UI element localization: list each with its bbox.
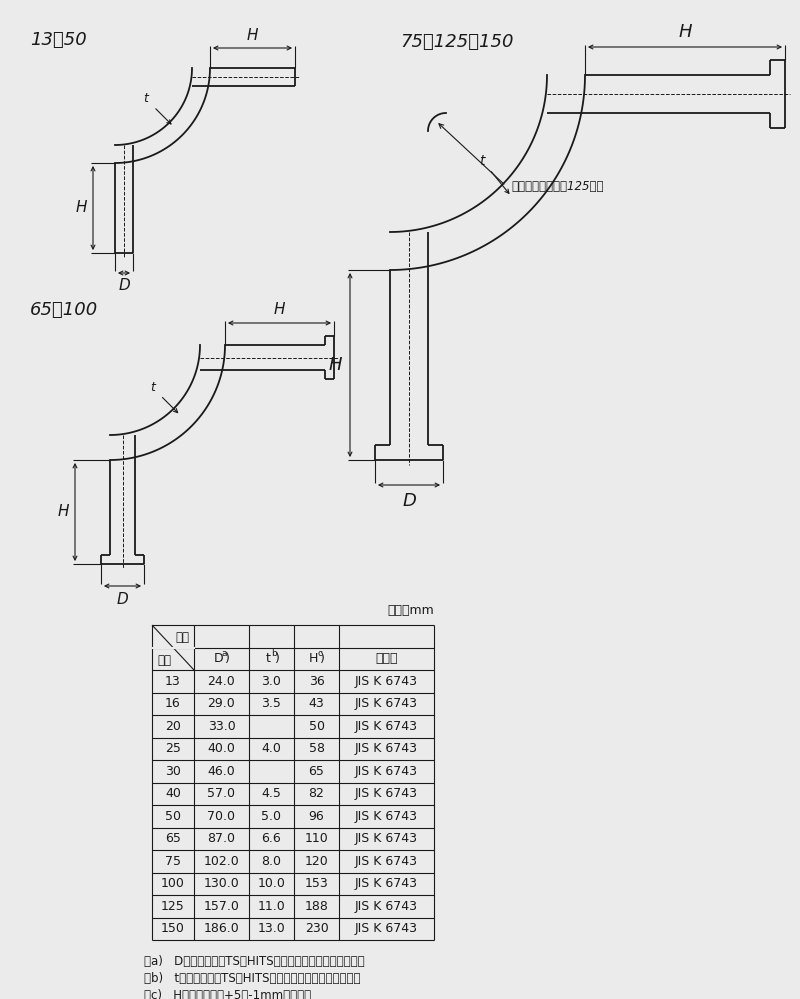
Text: JIS K 6743: JIS K 6743 [355, 900, 418, 913]
Text: JIS K 6743: JIS K 6743 [355, 810, 418, 823]
Text: 46.0: 46.0 [208, 765, 235, 778]
Text: JIS K 6743: JIS K 6743 [355, 877, 418, 890]
Text: 43: 43 [309, 697, 324, 710]
Text: 20: 20 [165, 719, 181, 732]
Text: 50: 50 [165, 810, 181, 823]
Text: 注a)   Dの許容差は、TS・HITS継手受口共通寸法図による。: 注a) Dの許容差は、TS・HITS継手受口共通寸法図による。 [144, 955, 365, 968]
Text: 96: 96 [309, 810, 324, 823]
Text: 110: 110 [305, 832, 328, 845]
Text: 24.0: 24.0 [208, 674, 235, 687]
Text: 13: 13 [165, 674, 181, 687]
Text: JIS K 6743: JIS K 6743 [355, 922, 418, 935]
Text: ): ) [225, 652, 230, 665]
Text: JIS K 6743: JIS K 6743 [355, 832, 418, 845]
Text: D: D [402, 492, 416, 510]
Text: 6.6: 6.6 [262, 832, 282, 845]
Text: 36: 36 [309, 674, 324, 687]
Text: 記号: 記号 [175, 631, 189, 644]
Text: 30: 30 [165, 765, 181, 778]
Text: 186.0: 186.0 [204, 922, 239, 935]
Text: 注b)   tの許容差は、TS・HITS継手受口共通寸法図による。: 注b) tの許容差は、TS・HITS継手受口共通寸法図による。 [144, 972, 361, 985]
Text: b: b [272, 649, 278, 658]
Text: JIS K 6743: JIS K 6743 [355, 697, 418, 710]
Text: 58: 58 [309, 742, 325, 755]
Text: 82: 82 [309, 787, 325, 800]
Text: 29.0: 29.0 [208, 697, 235, 710]
Text: 3.5: 3.5 [262, 697, 282, 710]
Text: H: H [58, 504, 69, 519]
Text: ): ) [320, 652, 325, 665]
Text: 25: 25 [165, 742, 181, 755]
Text: 188: 188 [305, 900, 329, 913]
Text: JIS K 6743: JIS K 6743 [355, 674, 418, 687]
Text: JIS K 6743: JIS K 6743 [355, 742, 418, 755]
Text: 150: 150 [161, 922, 185, 935]
Text: 呼径: 呼径 [157, 654, 171, 667]
Text: 10.0: 10.0 [258, 877, 286, 890]
Text: 75: 75 [165, 855, 181, 868]
Text: 50: 50 [309, 719, 325, 732]
Text: JIS K 6743: JIS K 6743 [355, 719, 418, 732]
Text: 33.0: 33.0 [208, 719, 235, 732]
Text: 87.0: 87.0 [207, 832, 235, 845]
Text: 8.0: 8.0 [262, 855, 282, 868]
Text: 11.0: 11.0 [258, 900, 286, 913]
Text: 注c)   Hの許容差は、+5／-1mmとする。: 注c) Hの許容差は、+5／-1mmとする。 [144, 989, 311, 999]
Text: 153: 153 [305, 877, 328, 890]
Text: 4.5: 4.5 [262, 787, 282, 800]
Text: 65: 65 [309, 765, 325, 778]
Text: 70.0: 70.0 [207, 810, 235, 823]
Text: JIS K 6743: JIS K 6743 [355, 855, 418, 868]
Text: 65: 65 [165, 832, 181, 845]
Text: 5.0: 5.0 [262, 810, 282, 823]
Text: ): ) [275, 652, 280, 665]
Text: D: D [117, 591, 128, 606]
Text: 13.0: 13.0 [258, 922, 286, 935]
Text: 125: 125 [161, 900, 185, 913]
Text: H: H [246, 28, 258, 43]
Text: D: D [214, 652, 223, 665]
Text: 4.0: 4.0 [262, 742, 282, 755]
Text: 13～50: 13～50 [30, 31, 86, 49]
Text: D: D [118, 279, 130, 294]
Text: 65・100: 65・100 [30, 301, 98, 319]
Text: H: H [75, 201, 86, 216]
Text: 規　格: 規 格 [375, 652, 398, 665]
Text: t: t [478, 155, 484, 169]
Text: H: H [678, 23, 692, 41]
Text: 3.0: 3.0 [262, 674, 282, 687]
Text: 単位：mm: 単位：mm [387, 604, 434, 617]
Text: JIS K 6743: JIS K 6743 [355, 787, 418, 800]
Text: t: t [150, 381, 155, 394]
Text: 120: 120 [305, 855, 328, 868]
Text: JIS K 6743: JIS K 6743 [355, 765, 418, 778]
Text: H: H [309, 652, 318, 665]
Text: 75・125・150: 75・125・150 [400, 33, 514, 51]
Text: 157.0: 157.0 [203, 900, 239, 913]
Text: 40: 40 [165, 787, 181, 800]
Text: 16: 16 [165, 697, 181, 710]
Text: c: c [317, 649, 322, 658]
Text: a: a [222, 649, 227, 658]
Text: 230: 230 [305, 922, 328, 935]
Text: H: H [274, 303, 286, 318]
Text: 102.0: 102.0 [204, 855, 239, 868]
Text: t: t [266, 652, 271, 665]
Text: 40.0: 40.0 [207, 742, 235, 755]
Text: 57.0: 57.0 [207, 787, 235, 800]
Text: 130.0: 130.0 [204, 877, 239, 890]
Text: コーナーリブは、125のみ: コーナーリブは、125のみ [511, 180, 603, 193]
Text: t: t [143, 92, 148, 105]
Text: 100: 100 [161, 877, 185, 890]
Text: H: H [328, 356, 342, 374]
